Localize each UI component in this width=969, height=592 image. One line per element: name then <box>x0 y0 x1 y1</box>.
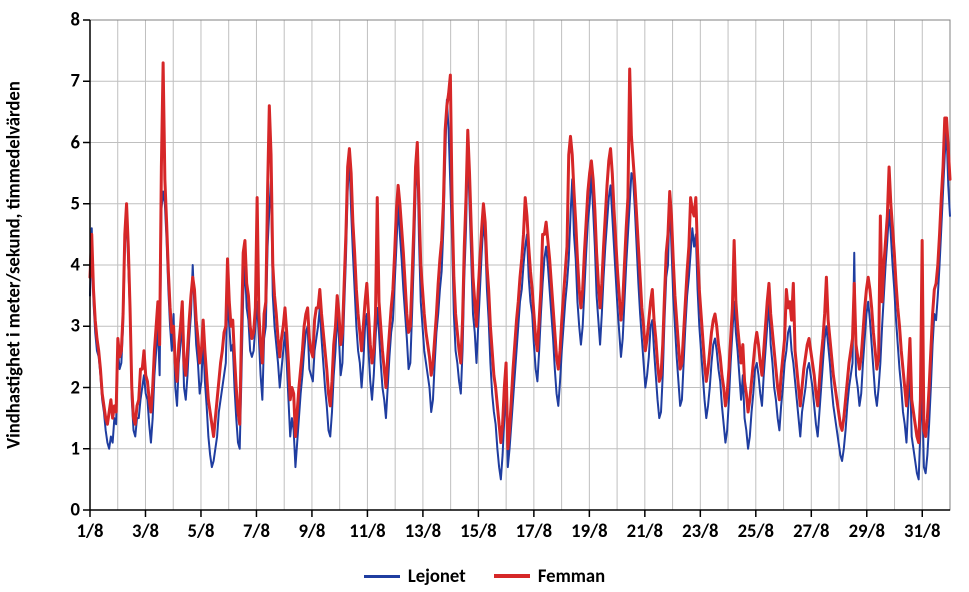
x-tick-label: 15/8 <box>460 520 496 543</box>
x-tick-label: 9/8 <box>298 520 325 543</box>
y-axis-label: Vindhastighet i meter/sekund, timmedelvä… <box>3 20 26 510</box>
legend-label-lejonet: Lejonet <box>408 565 466 588</box>
x-tick-label: 27/8 <box>793 520 829 543</box>
y-tick-label: 1 <box>60 437 80 460</box>
x-tick-label: 31/8 <box>904 520 940 543</box>
x-tick-label: 21/8 <box>627 520 663 543</box>
x-tick-label: 23/8 <box>682 520 718 543</box>
x-tick-label: 13/8 <box>405 520 441 543</box>
y-tick-label: 7 <box>60 70 80 93</box>
x-tick-label: 5/8 <box>187 520 214 543</box>
x-tick-label: 11/8 <box>349 520 385 543</box>
legend: Lejonet Femman <box>0 561 969 588</box>
legend-swatch-lejonet <box>364 575 400 578</box>
x-tick-label: 25/8 <box>738 520 774 543</box>
legend-item-femman: Femman <box>494 565 605 588</box>
legend-item-lejonet: Lejonet <box>364 565 466 588</box>
y-tick-label: 6 <box>60 131 80 154</box>
x-tick-label: 1/8 <box>77 520 104 543</box>
chart-svg <box>0 0 969 592</box>
y-tick-label: 5 <box>60 192 80 215</box>
x-tick-label: 3/8 <box>132 520 159 543</box>
x-tick-label: 19/8 <box>571 520 607 543</box>
y-tick-label: 3 <box>60 315 80 338</box>
chart-container: Vindhastighet i meter/sekund, timmedelvä… <box>0 0 969 592</box>
x-tick-label: 17/8 <box>516 520 552 543</box>
x-tick-label: 7/8 <box>243 520 270 543</box>
y-tick-label: 2 <box>60 376 80 399</box>
x-tick-label: 29/8 <box>849 520 885 543</box>
y-tick-label: 8 <box>60 9 80 32</box>
y-tick-label: 0 <box>60 499 80 522</box>
legend-swatch-femman <box>494 574 530 578</box>
y-tick-label: 4 <box>60 254 80 277</box>
legend-label-femman: Femman <box>538 565 605 588</box>
